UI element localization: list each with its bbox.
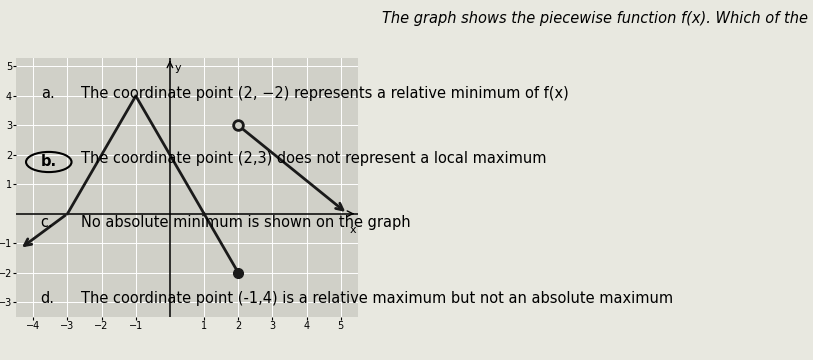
Text: x: x — [350, 225, 356, 235]
Text: y: y — [175, 63, 181, 73]
Text: No absolute minimum is shown on the graph: No absolute minimum is shown on the grap… — [81, 215, 411, 230]
Text: The coordinate point (2,3) does not represent a local maximum: The coordinate point (2,3) does not repr… — [81, 150, 547, 166]
Text: The graph shows the piecewise function f(x). Which of the following statements a: The graph shows the piecewise function f… — [382, 11, 813, 26]
Text: The coordinate point (-1,4) is a relative maximum but not an absolute maximum: The coordinate point (-1,4) is a relativ… — [81, 291, 673, 306]
Text: b.: b. — [41, 154, 57, 170]
Text: c.: c. — [41, 215, 54, 230]
Text: a.: a. — [41, 86, 54, 101]
Text: The coordinate point (2, −2) represents a relative minimum of f(x): The coordinate point (2, −2) represents … — [81, 86, 569, 101]
Text: d.: d. — [41, 291, 54, 306]
